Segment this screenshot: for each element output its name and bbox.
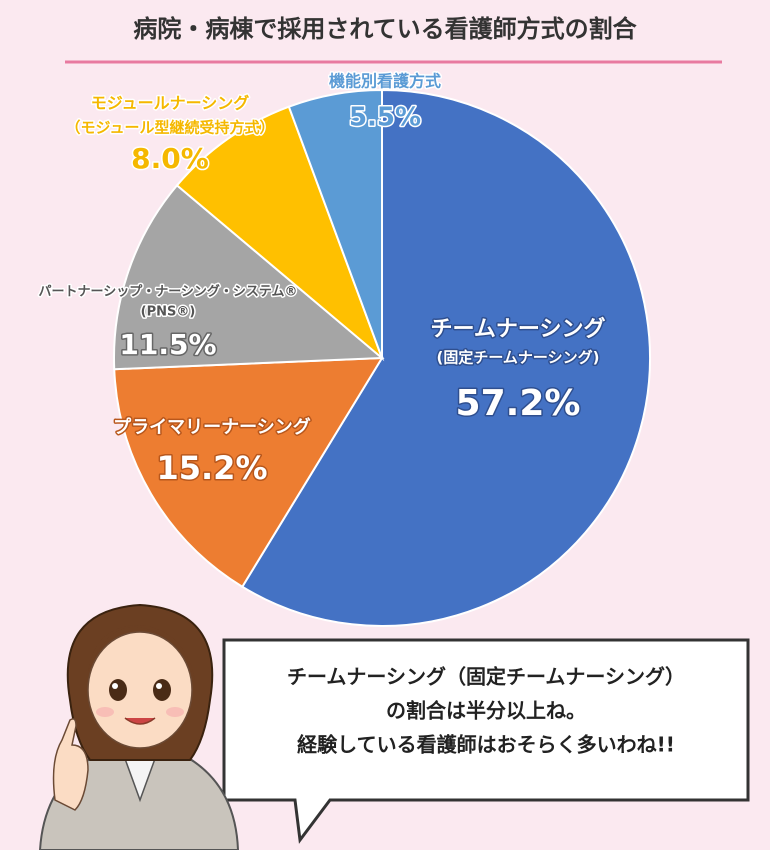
slice-sublabel: (固定チームナーシング) (437, 349, 600, 367)
speech-line: の割合は半分以上ね。 (386, 699, 586, 723)
slice-label: プライマリーナーシング (113, 416, 311, 438)
speech-line: 経験している看護師はおそらく多いわね!! (297, 733, 675, 757)
value-label: 8.0% (131, 142, 209, 175)
pie-slice (287, 88, 383, 359)
character (38, 603, 240, 850)
value-label: 5.5% (349, 103, 421, 133)
pie-slice (240, 88, 651, 627)
value-label: 15.2% (156, 449, 267, 487)
value-label: 57.2% (456, 383, 581, 424)
slice-label: モジュールナーシング (91, 94, 250, 113)
pie-slice (113, 356, 384, 589)
pie-slice (113, 183, 385, 371)
chart-title: 病院・病棟で採用されている看護師方式の割合 (133, 15, 637, 43)
slice-label: パートナーシップ・ナーシング・システム® (38, 284, 297, 300)
slice-sublabel: (PNS®) (141, 305, 196, 320)
pie (113, 88, 651, 627)
slice-sublabel: （モジュール型継続受持方式） (66, 119, 275, 137)
slice-label: チームナーシング (431, 316, 606, 342)
value-label: 11.5% (119, 328, 216, 361)
speech-bubble (222, 638, 750, 844)
pie-slice (175, 105, 385, 362)
speech-line: チームナーシング（固定チームナーシング） (287, 665, 685, 689)
slice-label: 機能別看護方式 (329, 72, 441, 91)
